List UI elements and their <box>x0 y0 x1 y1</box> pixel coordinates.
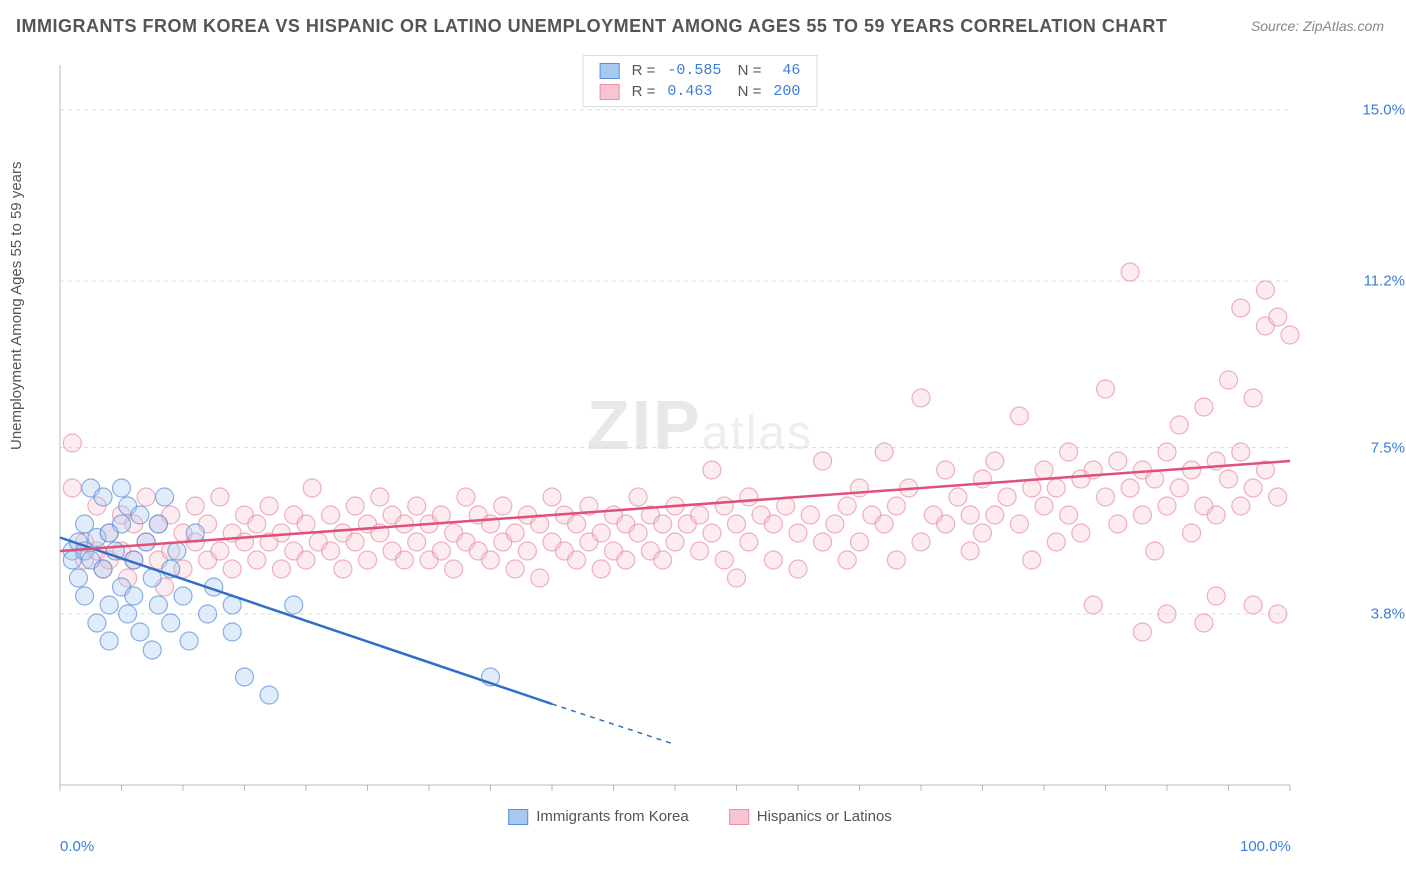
r-label: R = <box>626 81 662 102</box>
swatch-korea <box>600 63 620 79</box>
r-label: R = <box>626 60 662 81</box>
n-label: N = <box>727 60 767 81</box>
x-tick-label: 100.0% <box>1240 838 1291 855</box>
legend-row-korea: R = -0.585 N = 46 <box>594 60 807 81</box>
chart-area: ZIPatlas R = -0.585 N = 46 R = 0.463 N =… <box>50 55 1350 825</box>
x-tick-label: 0.0% <box>60 838 94 855</box>
r-value-korea: -0.585 <box>661 60 727 81</box>
y-tick-label: 11.2% <box>1364 273 1405 290</box>
r-value-hispanic: 0.463 <box>661 81 727 102</box>
y-tick-label: 3.8% <box>1371 606 1405 623</box>
y-tick-label: 7.5% <box>1371 439 1405 456</box>
scatter-plot <box>50 55 1350 825</box>
legend-correlation: R = -0.585 N = 46 R = 0.463 N = 200 <box>583 55 818 107</box>
y-tick-label: 15.0% <box>1362 102 1405 119</box>
y-axis-label: Unemployment Among Ages 55 to 59 years <box>8 161 25 450</box>
source-label: Source: ZipAtlas.com <box>1251 18 1384 34</box>
legend-row-hispanic: R = 0.463 N = 200 <box>594 81 807 102</box>
swatch-hispanic <box>600 84 620 100</box>
chart-title: IMMIGRANTS FROM KOREA VS HISPANIC OR LAT… <box>16 16 1167 37</box>
n-label: N = <box>727 81 767 102</box>
n-value-korea: 46 <box>767 60 806 81</box>
n-value-hispanic: 200 <box>767 81 806 102</box>
